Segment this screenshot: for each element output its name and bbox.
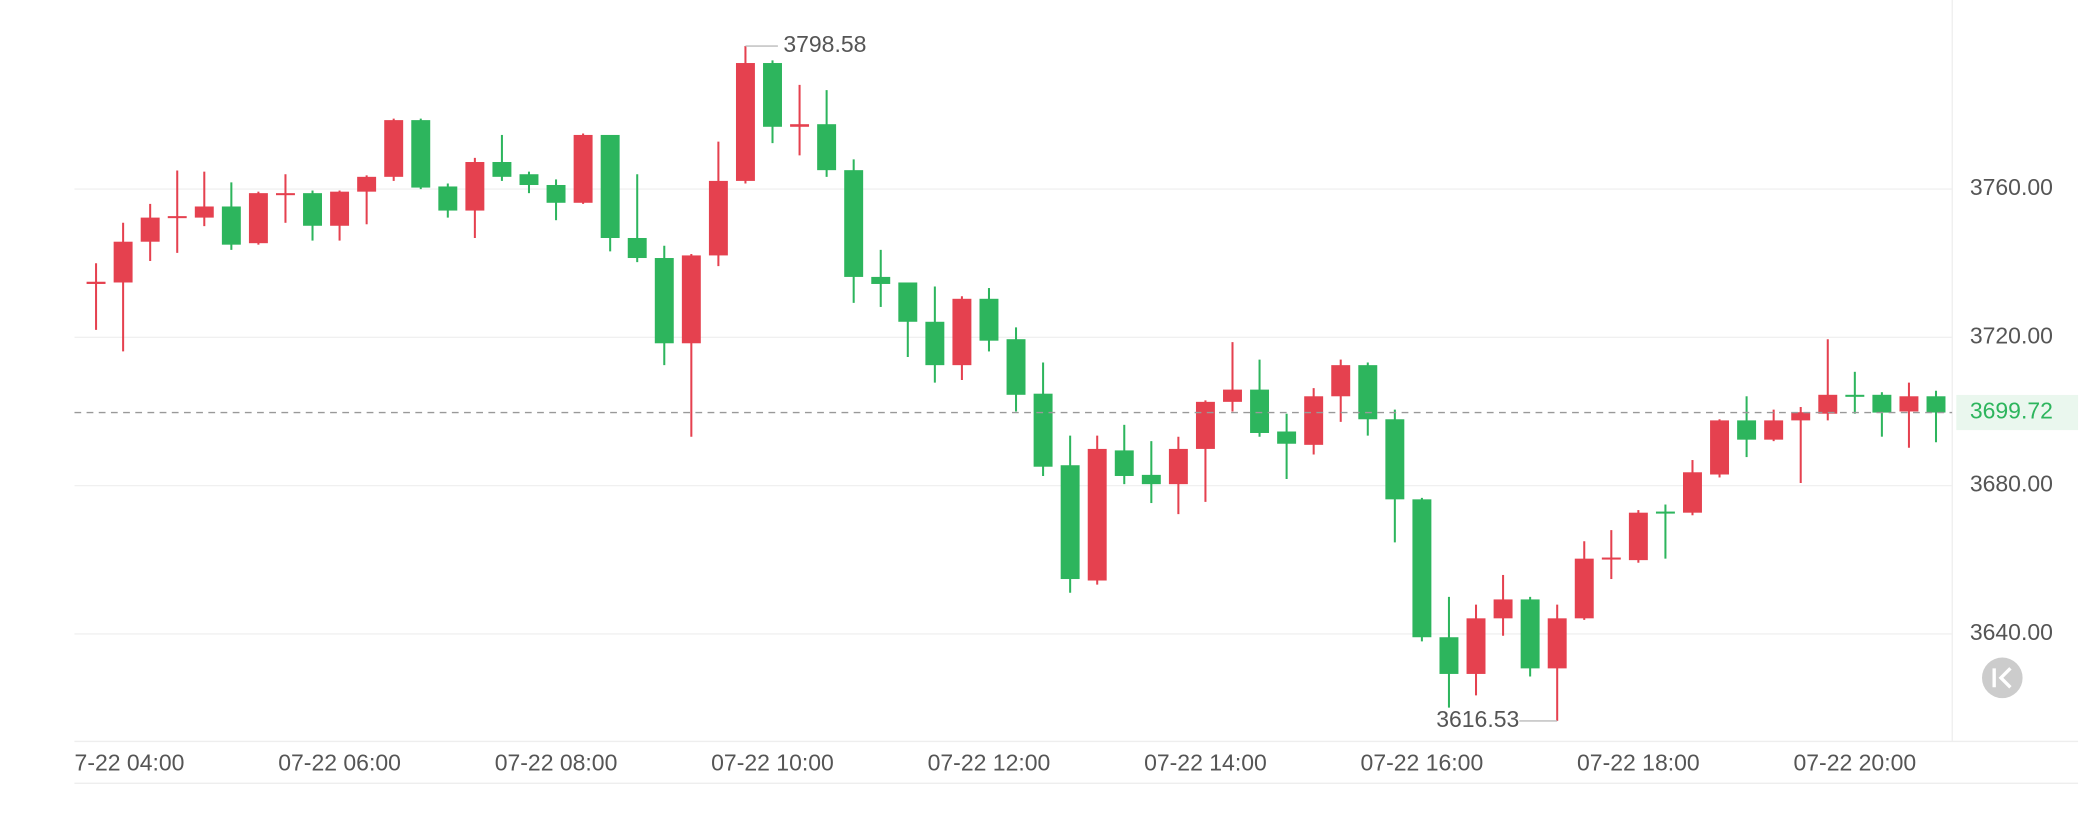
candle-body (546, 184, 566, 203)
candle-body (681, 255, 701, 344)
x-tick-label: 07-22 08:00 (495, 749, 618, 775)
candle-body (1764, 420, 1784, 440)
x-tick-label: 07-22 14:00 (1144, 749, 1267, 775)
candle-body (763, 63, 782, 127)
candle-body (654, 258, 674, 344)
candle-body (1655, 511, 1675, 514)
candle-body (627, 237, 647, 259)
candle-body (708, 180, 728, 256)
candle-body (600, 134, 620, 238)
candle-body (979, 298, 999, 341)
candle-body (1304, 396, 1324, 445)
min-label: 3616.53 (1436, 706, 1519, 732)
candle-body (1845, 394, 1865, 397)
y-tick-label: 3680.00 (1970, 471, 2053, 497)
candle-body (1439, 637, 1459, 674)
x-tick-label: 07-22 04:00 (62, 749, 185, 775)
candle-body (1277, 431, 1297, 444)
candle-body (1060, 465, 1080, 580)
reset-icon[interactable] (1992, 667, 2012, 689)
y-tick-label: 3760.00 (1970, 174, 2053, 200)
candle-body (898, 282, 918, 322)
candle-body (384, 120, 404, 177)
candle-body (573, 134, 593, 203)
x-tick-label: 07-22 16:00 (1361, 749, 1484, 775)
candle-body (1493, 599, 1513, 619)
candle-body (221, 206, 241, 245)
candle-body (1195, 401, 1215, 449)
candle-body (1926, 396, 1946, 413)
candle-body (519, 174, 539, 185)
candle-body (1574, 558, 1594, 619)
candle-body (1412, 499, 1432, 638)
candle-body (735, 63, 755, 181)
candle-body (790, 124, 810, 127)
candle-body (1899, 396, 1919, 412)
candle-body (1033, 393, 1053, 467)
last-price-box (1956, 394, 2079, 431)
candle-body (1087, 448, 1107, 581)
candle-body (465, 162, 485, 211)
candle-body (1791, 412, 1811, 421)
candle-body (411, 120, 431, 188)
candle-body (357, 176, 377, 192)
candle-body (492, 162, 512, 177)
reset-button[interactable] (1982, 657, 2023, 699)
x-tick-label: 07-22 18:00 (1577, 749, 1700, 775)
candle-body (1628, 512, 1648, 561)
candle-body (194, 206, 214, 218)
x-tick-label: 07-22 12:00 (928, 749, 1051, 775)
candle-body (1872, 394, 1892, 413)
candle-body (330, 191, 350, 226)
candle-body (1601, 557, 1621, 560)
candle-body (1358, 365, 1378, 420)
candle-body (844, 170, 864, 277)
candle-body (1331, 365, 1351, 397)
candle-body (275, 193, 295, 196)
candle-body (1006, 339, 1026, 395)
plot: 07-22 04:00 07-22 06:00 07-22 08:00 07-22 1… (62, 31, 1953, 775)
y-tick-label: 3640.00 (1970, 619, 2053, 645)
candle-body (1141, 474, 1161, 485)
candle-body (1223, 389, 1242, 402)
axis: 3640.00 3680.00 3720.00 3760.00 3699.72 (1956, 174, 2079, 645)
x-tick-label: 07-22 10:00 (711, 749, 834, 775)
candle-body (925, 321, 945, 366)
y-tick-label: 3720.00 (1970, 322, 2053, 348)
candle-body (871, 276, 891, 284)
candle-body (1547, 618, 1567, 669)
x-tick-label: 07-22 06:00 (278, 749, 401, 775)
last-price-label: 3699.72 (1970, 398, 2053, 424)
candle-body (140, 217, 160, 242)
candle-body (1168, 448, 1188, 485)
candle-body (1710, 420, 1730, 475)
max-label: 3798.58 (783, 31, 866, 57)
candle-body (248, 193, 268, 244)
candle-body (113, 241, 133, 283)
candle-body (1520, 599, 1540, 669)
candle-body (86, 281, 106, 284)
candle-body (1466, 618, 1486, 674)
candle-body (817, 124, 837, 171)
candle-body (1818, 394, 1838, 414)
candle-body (167, 216, 187, 219)
x-tick-label: 07-22 20:00 (1793, 749, 1916, 775)
candle-body (438, 186, 458, 211)
candle-body (1385, 419, 1405, 500)
candle-body (1737, 420, 1757, 440)
candle-body (1114, 450, 1134, 476)
candle-body (1250, 389, 1270, 433)
candle-body (952, 298, 972, 366)
candle-body (1683, 472, 1702, 513)
candle-body (303, 193, 322, 226)
